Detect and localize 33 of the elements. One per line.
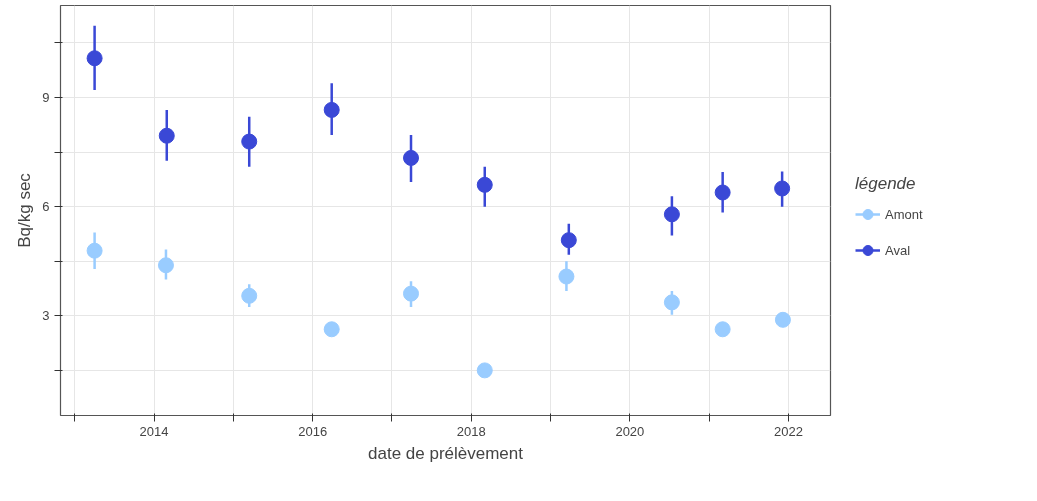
x-tick-label: 2018 [456,423,486,439]
y-tick-label: 6 [42,199,50,215]
x-tick-label: 2020 [615,423,645,439]
point [86,50,103,67]
point [558,268,575,285]
y-axis-title: Bq/kg sec [15,172,35,248]
point [241,287,258,304]
point [774,311,791,328]
point [476,176,493,193]
point [560,232,577,249]
point [323,101,340,118]
x-tick-label: 2014 [139,423,169,439]
point [241,133,258,150]
point [157,257,174,274]
point [323,321,340,338]
x-axis-title: date de prélèvement [368,443,524,463]
point [663,294,680,311]
point [158,127,175,144]
point [403,149,419,166]
point [476,362,493,379]
point [663,206,680,223]
point [403,285,419,302]
legend-title: légende [855,174,917,194]
legend-label: Amont [885,206,923,222]
y-tick-label: 9 [42,90,50,106]
x-tick-label: 2016 [298,423,328,439]
legend-label: Aval [885,242,911,258]
point [714,321,731,338]
y-tick-label: 3 [42,308,50,324]
point [714,184,731,201]
x-tick-label: 2022 [774,423,803,439]
point [774,180,791,197]
point [86,242,103,259]
